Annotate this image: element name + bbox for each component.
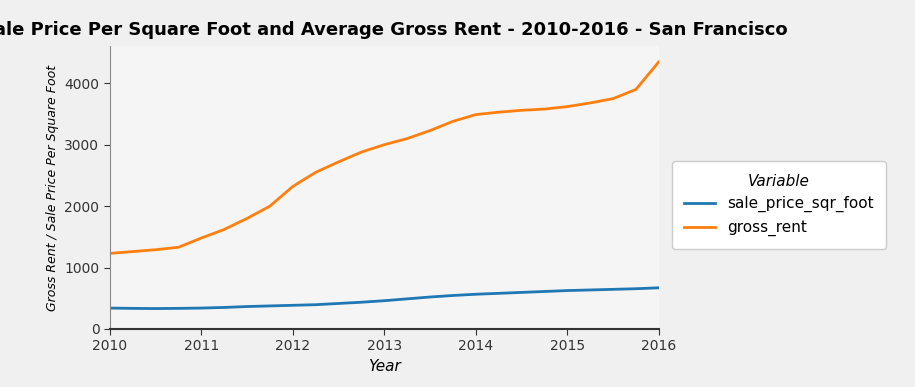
sale_price_sqr_foot — [310, 302, 321, 307]
Line: gross_rent: gross_rent — [110, 62, 659, 253]
gross_rent — [356, 150, 367, 154]
gross_rent — [310, 170, 321, 175]
gross_rent — [287, 184, 298, 189]
Line: sale_price_sqr_foot: sale_price_sqr_foot — [110, 288, 659, 308]
sale_price_sqr_foot — [425, 295, 436, 299]
sale_price_sqr_foot — [219, 305, 230, 310]
gross_rent — [333, 159, 344, 164]
gross_rent — [562, 104, 573, 109]
sale_price_sqr_foot — [402, 296, 413, 301]
sale_price_sqr_foot — [539, 289, 550, 294]
gross_rent — [242, 216, 253, 221]
sale_price_sqr_foot — [287, 303, 298, 308]
sale_price_sqr_foot — [379, 298, 390, 303]
sale_price_sqr_foot — [173, 306, 184, 311]
gross_rent — [653, 60, 664, 64]
gross_rent — [264, 204, 275, 209]
sale_price_sqr_foot — [150, 306, 161, 311]
sale_price_sqr_foot — [333, 301, 344, 306]
gross_rent — [219, 227, 230, 232]
Legend: sale_price_sqr_foot, gross_rent: sale_price_sqr_foot, gross_rent — [672, 161, 886, 248]
X-axis label: Year: Year — [368, 359, 401, 374]
sale_price_sqr_foot — [516, 290, 527, 295]
sale_price_sqr_foot — [264, 303, 275, 308]
gross_rent — [196, 236, 207, 240]
gross_rent — [516, 108, 527, 113]
sale_price_sqr_foot — [447, 293, 458, 298]
gross_rent — [104, 251, 115, 256]
gross_rent — [447, 119, 458, 124]
gross_rent — [608, 96, 619, 101]
sale_price_sqr_foot — [196, 306, 207, 310]
sale_price_sqr_foot — [562, 288, 573, 293]
Title: Sale Price Per Square Foot and Average Gross Rent - 2010-2016 - San Francisco: Sale Price Per Square Foot and Average G… — [0, 21, 788, 39]
sale_price_sqr_foot — [630, 286, 641, 291]
sale_price_sqr_foot — [653, 286, 664, 290]
sale_price_sqr_foot — [356, 300, 367, 305]
sale_price_sqr_foot — [242, 304, 253, 309]
Y-axis label: Gross Rent / Sale Price Per Square Foot: Gross Rent / Sale Price Per Square Foot — [46, 65, 59, 311]
gross_rent — [539, 107, 550, 111]
gross_rent — [127, 249, 138, 254]
sale_price_sqr_foot — [585, 288, 596, 292]
gross_rent — [493, 110, 504, 115]
gross_rent — [402, 136, 413, 141]
gross_rent — [150, 247, 161, 252]
sale_price_sqr_foot — [608, 287, 619, 292]
sale_price_sqr_foot — [127, 306, 138, 311]
gross_rent — [425, 128, 436, 133]
gross_rent — [630, 87, 641, 92]
sale_price_sqr_foot — [470, 292, 481, 296]
gross_rent — [379, 142, 390, 147]
sale_price_sqr_foot — [493, 291, 504, 296]
sale_price_sqr_foot — [104, 306, 115, 310]
gross_rent — [470, 112, 481, 117]
gross_rent — [585, 101, 596, 105]
gross_rent — [173, 245, 184, 250]
